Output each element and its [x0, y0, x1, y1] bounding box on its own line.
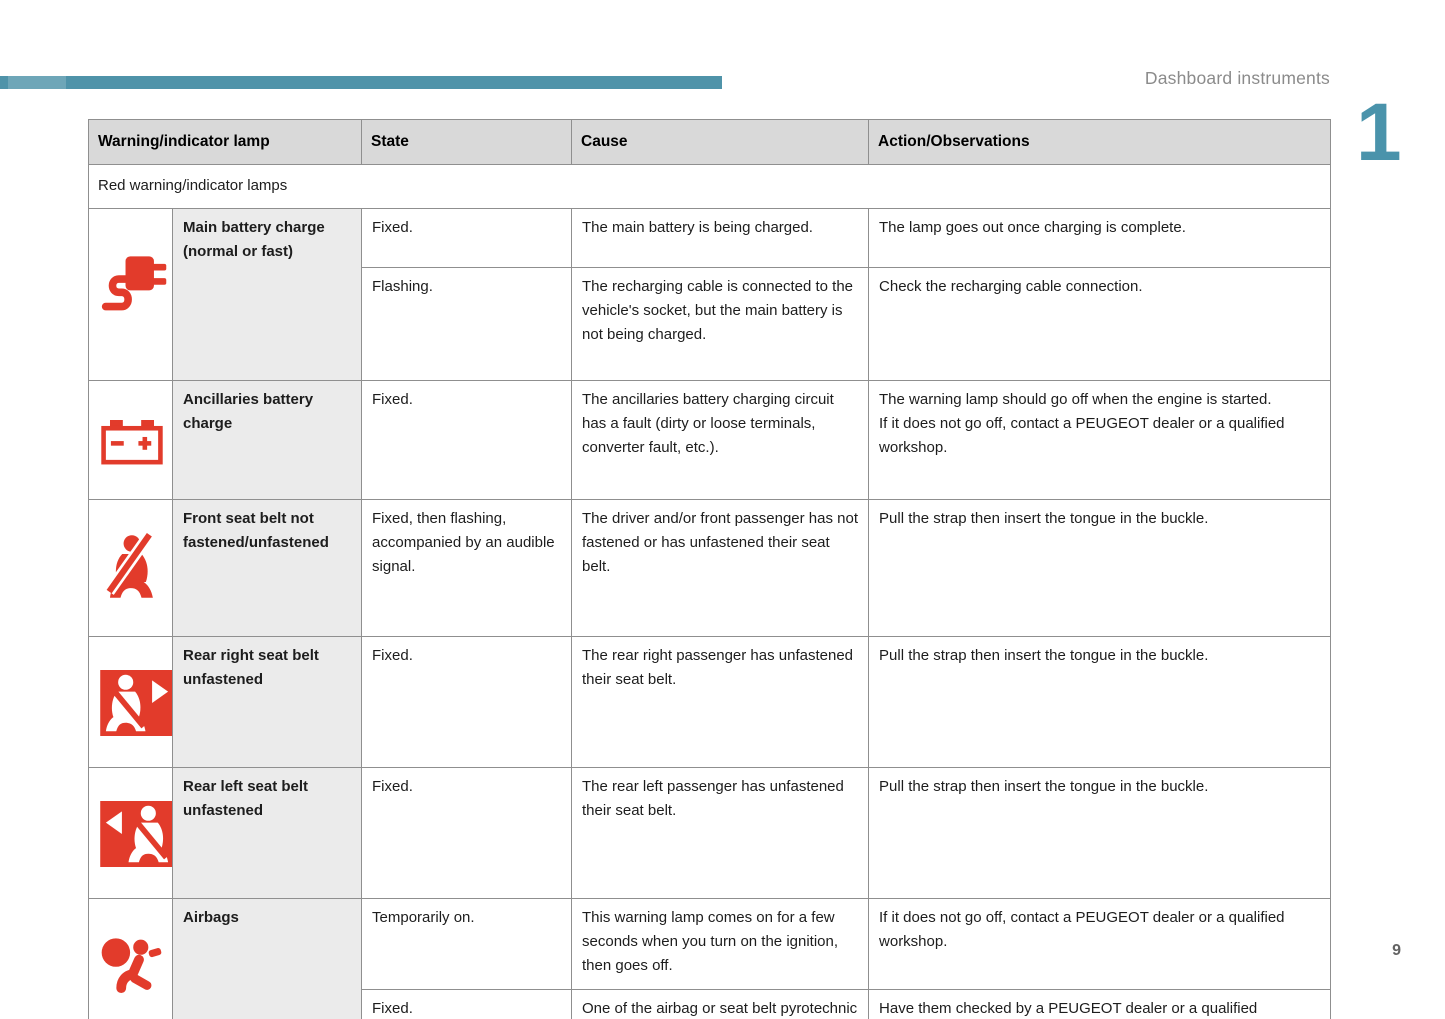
- lamp-name-cell: Rear right seat belt unfastened: [171, 636, 363, 768]
- state-cell: Fixed.: [361, 636, 573, 768]
- cause-cell: The rear left passenger has unfastened t…: [571, 767, 870, 899]
- lamp-name-cell: Rear left seat belt unfastened: [171, 767, 363, 899]
- action-cell: Pull the strap then insert the tongue in…: [868, 636, 1332, 768]
- action-cell: Pull the strap then insert the tongue in…: [868, 767, 1332, 899]
- action-cell: Have them checked by a PEUGEOT dealer or…: [868, 989, 1332, 1019]
- table-row: Fixed. One of the airbag or seat belt py…: [89, 989, 1332, 1019]
- warning-lamps-table: Warning/indicator lamp State Cause Actio…: [87, 119, 1332, 1019]
- action-cell: Check the recharging cable connection.: [868, 267, 1332, 381]
- ancillaries-battery-icon: [101, 420, 163, 465]
- action-cell: The lamp goes out once charging is compl…: [868, 208, 1332, 268]
- column-header-state: State: [361, 119, 573, 165]
- table-row: Airbags Temporarily on. This warning lam…: [88, 898, 1332, 1019]
- column-header-action: Action/Observations: [868, 119, 1332, 165]
- section-label: Red warning/indicator lamps: [87, 164, 1332, 209]
- lamp-name-cell: Front seat belt not fastened/unfastened: [171, 499, 363, 637]
- table-row: Rear right seat belt unfastened Fixed. T…: [88, 636, 1332, 768]
- table-row: Front seat belt not fastened/unfastened …: [88, 499, 1332, 637]
- action-cell: If it does not go off, contact a PEUGEOT…: [868, 898, 1332, 990]
- state-cell: Fixed.: [361, 380, 573, 500]
- lamp-icon-cell: [88, 499, 173, 637]
- cause-cell: This warning lamp comes on for a few sec…: [571, 898, 870, 990]
- accent-bar-highlight: [8, 76, 66, 89]
- state-cell: Flashing.: [361, 267, 573, 381]
- lamp-icon-cell: [88, 898, 173, 1019]
- cause-cell: The main battery is being charged.: [571, 208, 870, 268]
- lamp-icon-cell: [88, 380, 173, 500]
- table-row: Main battery charge (normal or fast) Fix…: [88, 208, 1332, 381]
- action-cell: The warning lamp should go off when the …: [868, 380, 1332, 500]
- state-cell: Fixed.: [361, 989, 573, 1019]
- action-cell: Pull the strap then insert the tongue in…: [868, 499, 1332, 637]
- column-header-lamp: Warning/indicator lamp: [87, 119, 363, 165]
- table-row: Rear left seat belt unfastened Fixed. Th…: [88, 767, 1332, 899]
- cause-cell: The recharging cable is connected to the…: [571, 267, 870, 381]
- cause-cell: The driver and/or front passenger has no…: [571, 499, 870, 637]
- page-number: 9: [1392, 942, 1401, 959]
- lamp-icon-cell: [88, 767, 173, 899]
- state-cell: Fixed.: [361, 208, 573, 268]
- cause-cell: The ancillaries battery charging circuit…: [571, 380, 870, 500]
- section-row: Red warning/indicator lamps: [87, 164, 1332, 209]
- lamp-icon-cell: [88, 208, 173, 381]
- chapter-accent-bar: [0, 76, 722, 89]
- lamp-name-cell: Main battery charge (normal or fast): [171, 208, 363, 381]
- table-row: Flashing. The recharging cable is connec…: [89, 267, 1332, 381]
- page-header-title: Dashboard instruments: [1144, 68, 1330, 88]
- chapter-number: 1: [1356, 87, 1402, 178]
- lamp-name-cell: Airbags: [171, 898, 363, 1019]
- battery-charge-plug-icon: [101, 256, 167, 311]
- lamp-name-cell: Ancillaries battery charge: [171, 380, 363, 500]
- state-cell: Fixed, then flashing, accompanied by an …: [361, 499, 573, 637]
- cause-cell: The rear right passenger has unfastened …: [571, 636, 870, 768]
- table-row: Ancillaries battery charge Fixed. The an…: [88, 380, 1332, 500]
- column-header-cause: Cause: [571, 119, 870, 165]
- table-header-row: Warning/indicator lamp State Cause Actio…: [87, 119, 1332, 165]
- lamp-icon-cell: [88, 636, 173, 768]
- rear-left-seat-belt-icon: [100, 801, 172, 867]
- front-seat-belt-icon: [103, 531, 154, 598]
- cause-cell: One of the airbag or seat belt pyrotechn…: [571, 989, 870, 1019]
- state-cell: Temporarily on.: [361, 898, 573, 990]
- rear-right-seat-belt-icon: [100, 670, 172, 736]
- state-cell: Fixed.: [361, 767, 573, 899]
- airbags-icon: [101, 938, 162, 993]
